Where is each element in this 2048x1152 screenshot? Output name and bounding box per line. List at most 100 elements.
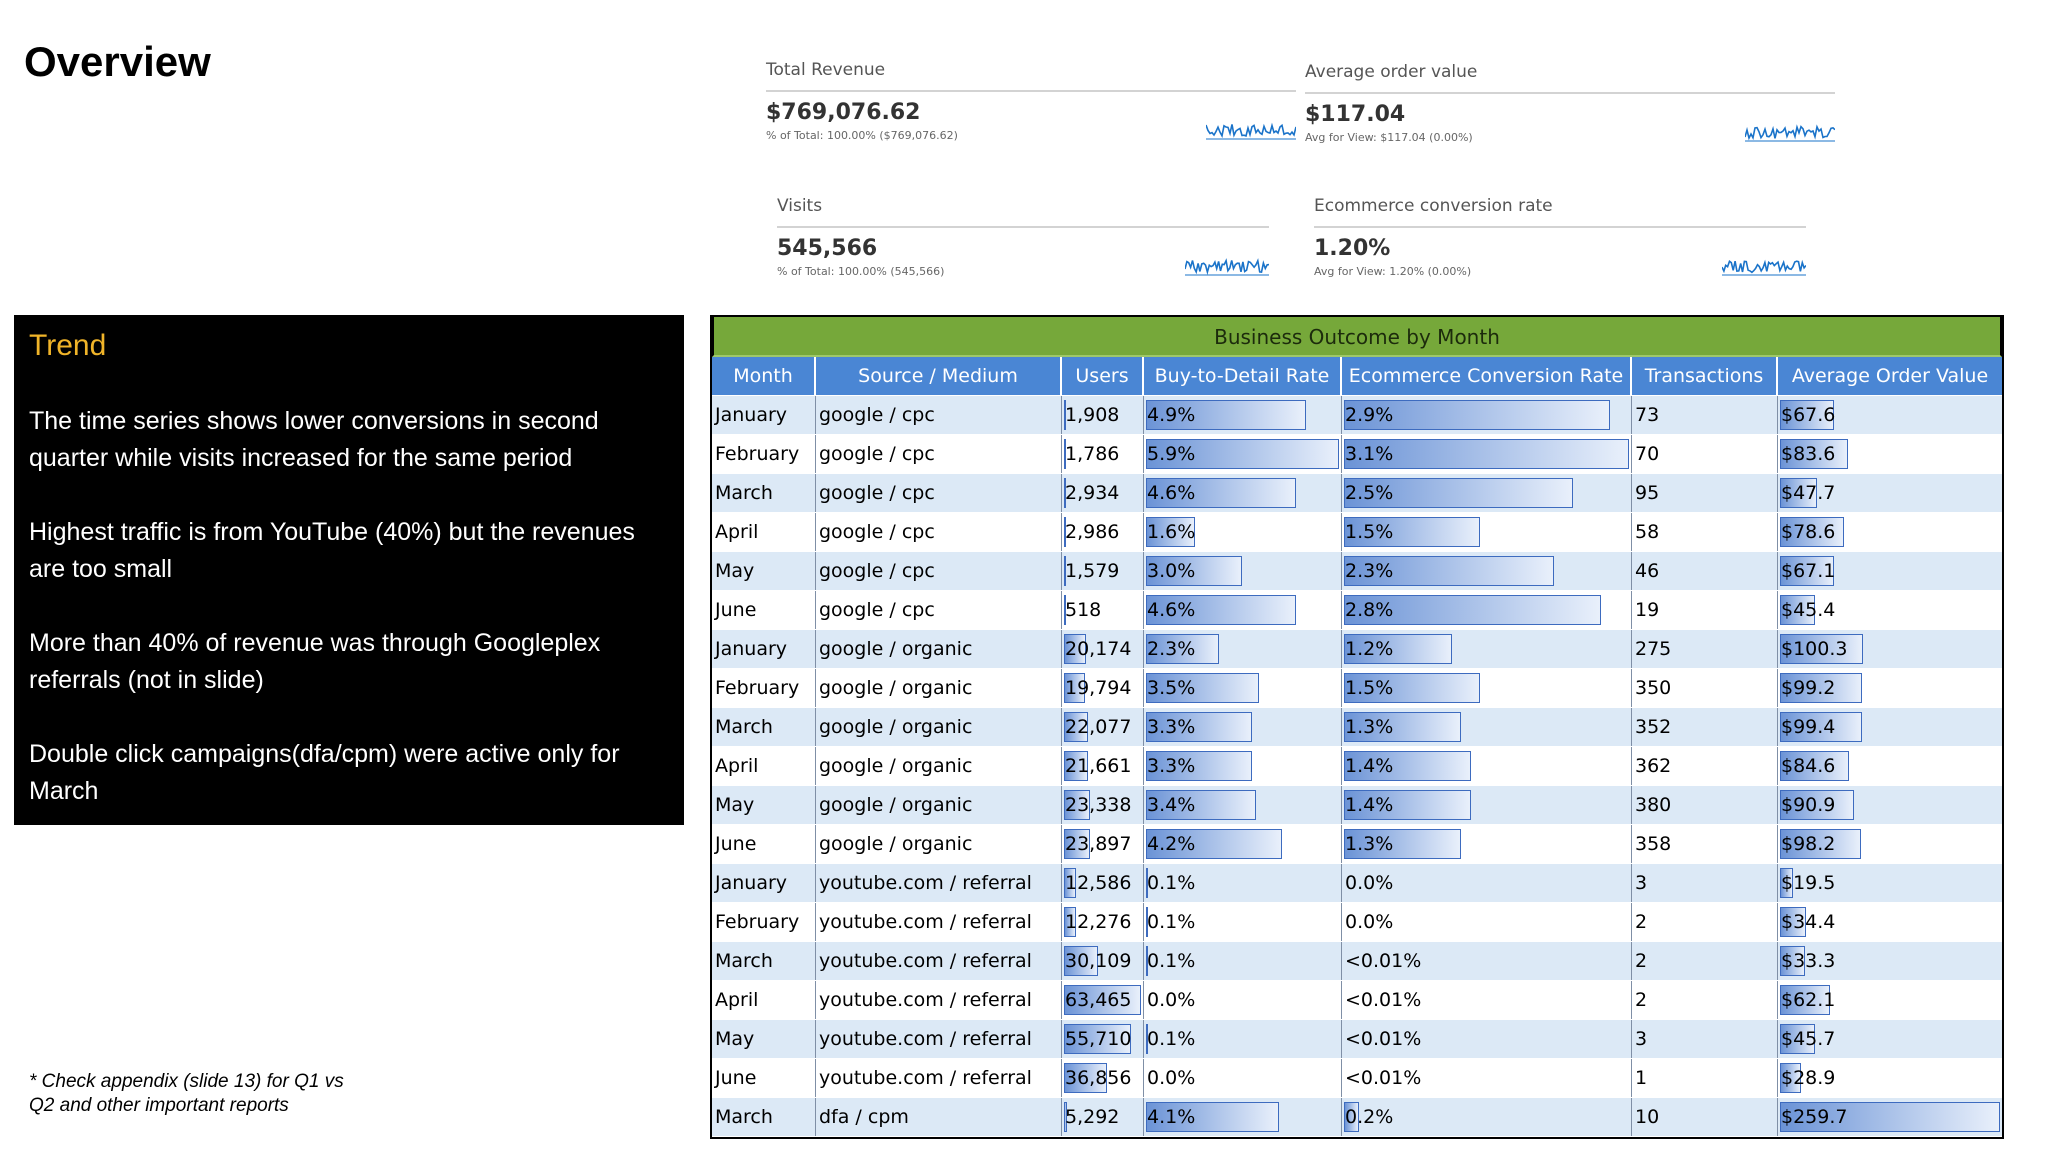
cell-text: February bbox=[715, 677, 800, 699]
cell-month: February bbox=[712, 903, 816, 941]
cell-text: March bbox=[715, 950, 773, 972]
cell-month: January bbox=[712, 630, 816, 668]
cell-users: 55,710 bbox=[1062, 1020, 1144, 1058]
cell-text: 3.1% bbox=[1345, 443, 1394, 465]
cell-users: 30,109 bbox=[1062, 942, 1144, 980]
cell-average-order-value: $19.5 bbox=[1778, 864, 2002, 902]
cell-text: 1.3% bbox=[1345, 716, 1394, 738]
cell-text: 1,579 bbox=[1065, 560, 1120, 582]
data-bar bbox=[1064, 478, 1066, 508]
cell-buy-to-detail-rate: 0.1% bbox=[1144, 903, 1342, 941]
trend-heading: Trend bbox=[29, 329, 107, 362]
cell-source-medium: google / organic bbox=[816, 630, 1062, 668]
cell-month: June bbox=[712, 1059, 816, 1097]
cell-text: google / organic bbox=[819, 677, 973, 699]
cell-text: March bbox=[715, 1106, 773, 1128]
data-bar bbox=[1146, 1102, 1279, 1132]
kpi-value: 1.20% bbox=[1314, 236, 1391, 261]
cell-ecommerce-conversion-rate: 0.0% bbox=[1342, 864, 1632, 902]
cell-text: $90.9 bbox=[1781, 794, 1836, 816]
cell-text: $28.9 bbox=[1781, 1067, 1836, 1089]
data-bar bbox=[1780, 829, 1861, 859]
data-bar bbox=[1780, 439, 1849, 469]
cell-ecommerce-conversion-rate: 1.5% bbox=[1342, 513, 1632, 551]
cell-buy-to-detail-rate: 3.3% bbox=[1144, 747, 1342, 785]
cell-text: 4.6% bbox=[1147, 599, 1196, 621]
cell-average-order-value: $34.4 bbox=[1778, 903, 2002, 941]
data-bar bbox=[1146, 673, 1259, 703]
data-bar bbox=[1780, 400, 1835, 430]
cell-ecommerce-conversion-rate: 2.3% bbox=[1342, 552, 1632, 590]
cell-text: dfa / cpm bbox=[819, 1106, 909, 1128]
cell-text: google / cpc bbox=[819, 560, 935, 582]
cell-text: $47.7 bbox=[1781, 482, 1836, 504]
data-bar bbox=[1344, 751, 1471, 781]
table-row: June youtube.com / referral 36,856 0.0% <0.0… bbox=[712, 1059, 2002, 1098]
cell-transactions: 46 bbox=[1632, 552, 1778, 590]
trend-point: Double click campaigns(dfa/cpm) were act… bbox=[29, 740, 620, 805]
data-bar bbox=[1064, 1063, 1108, 1093]
kpi-visits: Visits 545,566 % of Total: 100.00% (545,… bbox=[777, 196, 1269, 296]
cell-text: 5.9% bbox=[1147, 443, 1196, 465]
cell-text: $84.6 bbox=[1781, 755, 1836, 777]
cell-source-medium: google / cpc bbox=[816, 396, 1062, 434]
table-title: Business Outcome by Month bbox=[712, 315, 2002, 357]
cell-users: 23,897 bbox=[1062, 825, 1144, 863]
data-bar bbox=[1064, 751, 1088, 781]
data-bar bbox=[1780, 907, 1806, 937]
cell-text: google / organic bbox=[819, 755, 973, 777]
kpi-subtext: Avg for View: 1.20% (0.00%) bbox=[1314, 265, 1472, 278]
cell-text: 2 bbox=[1635, 950, 1648, 972]
kpi-label: Visits bbox=[777, 196, 823, 216]
kpi-label: Ecommerce conversion rate bbox=[1314, 196, 1553, 216]
cell-buy-to-detail-rate: 3.5% bbox=[1144, 669, 1342, 707]
cell-buy-to-detail-rate: 0.1% bbox=[1144, 942, 1342, 980]
data-bar bbox=[1146, 1024, 1148, 1054]
cell-text: google / cpc bbox=[819, 443, 935, 465]
cell-text: 4.1% bbox=[1147, 1106, 1196, 1128]
cell-transactions: 2 bbox=[1632, 981, 1778, 1019]
data-bar bbox=[1064, 556, 1066, 586]
cell-transactions: 2 bbox=[1632, 942, 1778, 980]
table-row: March google / cpc 2,934 4.6% 2.5% 95 $47.7 bbox=[712, 474, 2002, 513]
cell-month: March bbox=[712, 1098, 816, 1136]
data-bar bbox=[1064, 595, 1066, 625]
cell-transactions: 70 bbox=[1632, 435, 1778, 473]
cell-ecommerce-conversion-rate: 0.0% bbox=[1342, 903, 1632, 941]
cell-text: 0.1% bbox=[1147, 911, 1196, 933]
cell-text: 46 bbox=[1635, 560, 1660, 582]
cell-text: $99.4 bbox=[1781, 716, 1836, 738]
cell-text: 0.0% bbox=[1345, 911, 1394, 933]
cell-text: 20,174 bbox=[1065, 638, 1132, 660]
cell-text: June bbox=[715, 1067, 757, 1089]
cell-text: 4.9% bbox=[1147, 404, 1196, 426]
cell-text: 4.2% bbox=[1147, 833, 1196, 855]
cell-text: 3 bbox=[1635, 872, 1648, 894]
data-bar bbox=[1780, 751, 1849, 781]
cell-transactions: 350 bbox=[1632, 669, 1778, 707]
cell-text: 2.8% bbox=[1345, 599, 1394, 621]
cell-source-medium: google / cpc bbox=[816, 474, 1062, 512]
kpi-divider bbox=[777, 226, 1269, 228]
cell-users: 22,077 bbox=[1062, 708, 1144, 746]
cell-text: 0.0% bbox=[1147, 989, 1196, 1011]
column-header-users: Users bbox=[1062, 357, 1144, 395]
cell-users: 1,908 bbox=[1062, 396, 1144, 434]
cell-text: June bbox=[715, 599, 757, 621]
data-bar bbox=[1146, 439, 1339, 469]
cell-text: 23,338 bbox=[1065, 794, 1132, 816]
cell-month: May bbox=[712, 1020, 816, 1058]
cell-text: 0.1% bbox=[1147, 872, 1196, 894]
cell-text: 2,934 bbox=[1065, 482, 1120, 504]
cell-text: 2.3% bbox=[1345, 560, 1394, 582]
data-bar bbox=[1146, 634, 1219, 664]
cell-average-order-value: $100.3 bbox=[1778, 630, 2002, 668]
column-header-buy-to-detail-rate: Buy-to-Detail Rate bbox=[1144, 357, 1342, 395]
cell-text: 95 bbox=[1635, 482, 1660, 504]
sparkline bbox=[1722, 259, 1806, 276]
cell-text: April bbox=[715, 755, 759, 777]
cell-text: 2.3% bbox=[1147, 638, 1196, 660]
table-row: May google / organic 23,338 3.4% 1.4% 380 $90.… bbox=[712, 786, 2002, 825]
cell-month: May bbox=[712, 552, 816, 590]
cell-average-order-value: $47.7 bbox=[1778, 474, 2002, 512]
